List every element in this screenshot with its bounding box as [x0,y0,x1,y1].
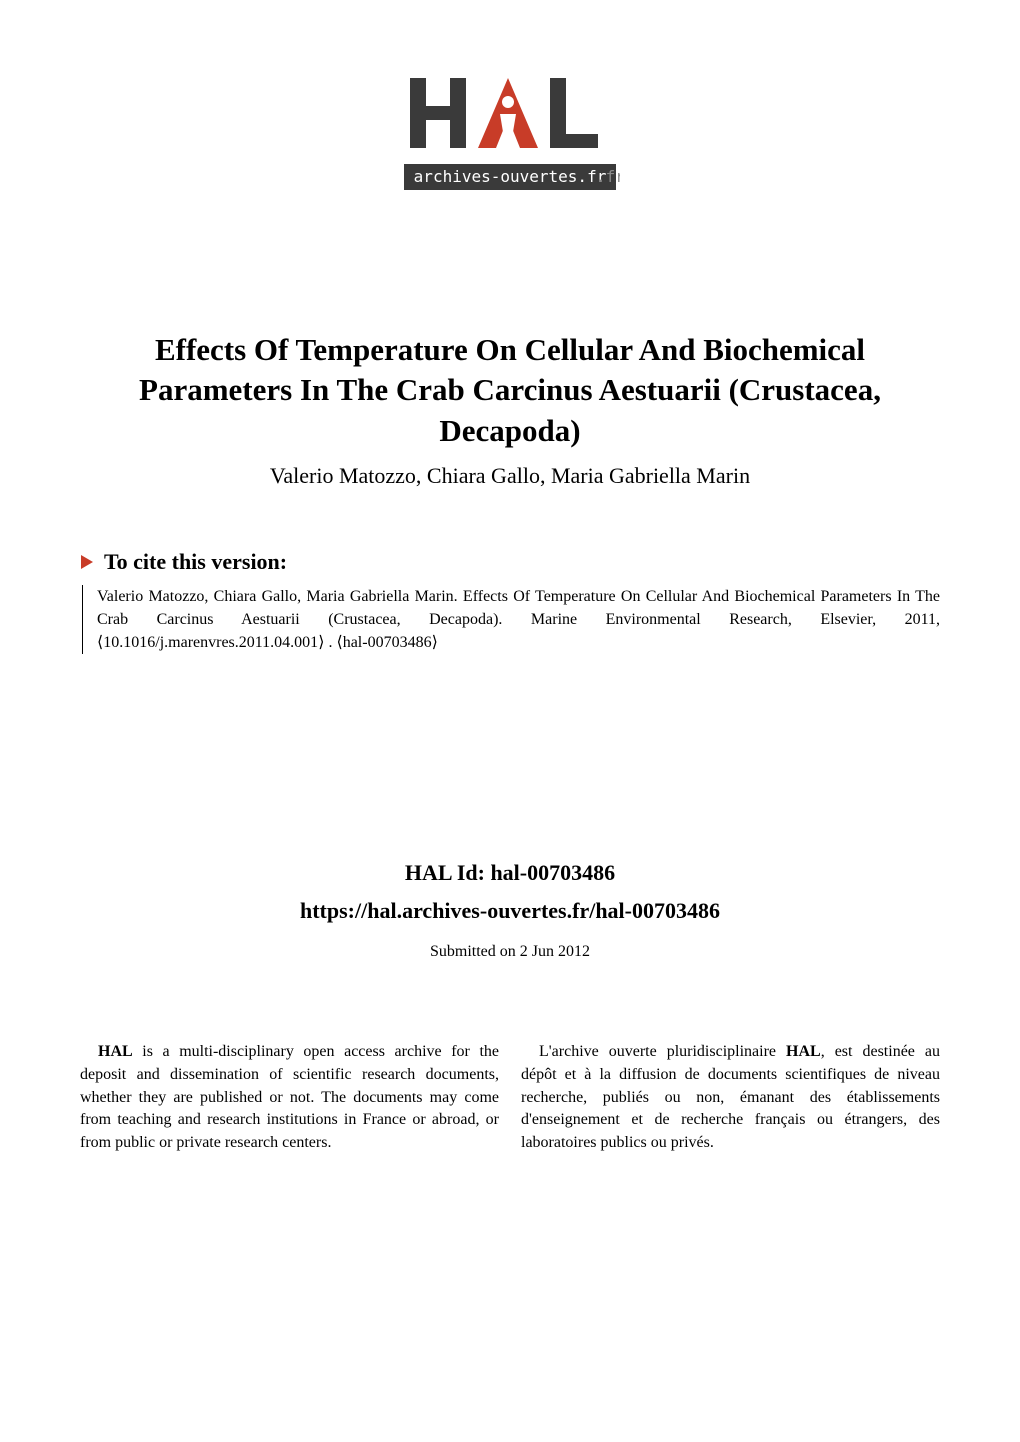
cite-text-prefix: Valerio Matozzo, Chiara Gallo, Maria Gab… [97,588,940,628]
right-prefix: L'archive ouverte pluridisciplinaire [539,1043,786,1060]
hal-logo-tld: .fr [596,167,620,186]
triangle-marker-icon [80,554,94,570]
cite-hal-inline: hal-00703486 [343,634,432,651]
cite-doi: 10.1016/j.marenvres.2011.04.001 [103,634,318,651]
description-columns: HAL is a multi-disciplinary open access … [80,1041,940,1155]
paper-authors: Valerio Matozzo, Chiara Gallo, Maria Gab… [80,463,940,489]
hal-id-label: HAL Id: hal-00703486 [80,854,940,891]
left-lead-bold: HAL [98,1043,133,1060]
description-right: L'archive ouverte pluridisciplinaire HAL… [521,1041,940,1155]
hal-id-block: HAL Id: hal-00703486 https://hal.archive… [80,854,940,929]
submitted-date: Submitted on 2 Jun 2012 [80,943,940,961]
cite-heading: To cite this version: [104,549,287,575]
right-bold: HAL [786,1043,821,1060]
cite-section: To cite this version: Valerio Matozzo, C… [80,549,940,655]
cite-header: To cite this version: [80,549,940,575]
hal-logo-inner: archives-ouvertes.fr .fr [400,70,620,200]
hal-logo-svg: archives-ouvertes.fr .fr [400,70,620,200]
paper-title: Effects Of Temperature On Cellular And B… [80,330,940,451]
cite-body: Valerio Matozzo, Chiara Gallo, Maria Gab… [82,585,940,655]
hal-logo: archives-ouvertes.fr .fr [80,70,940,200]
hal-logo-subtext: archives-ouvertes.fr [414,167,607,186]
description-left: HAL is a multi-disciplinary open access … [80,1041,499,1155]
left-rest: is a multi-disciplinary open access arch… [80,1043,499,1151]
hal-url[interactable]: https://hal.archives-ouvertes.fr/hal-007… [80,892,940,929]
cite-sep: . [324,634,336,651]
